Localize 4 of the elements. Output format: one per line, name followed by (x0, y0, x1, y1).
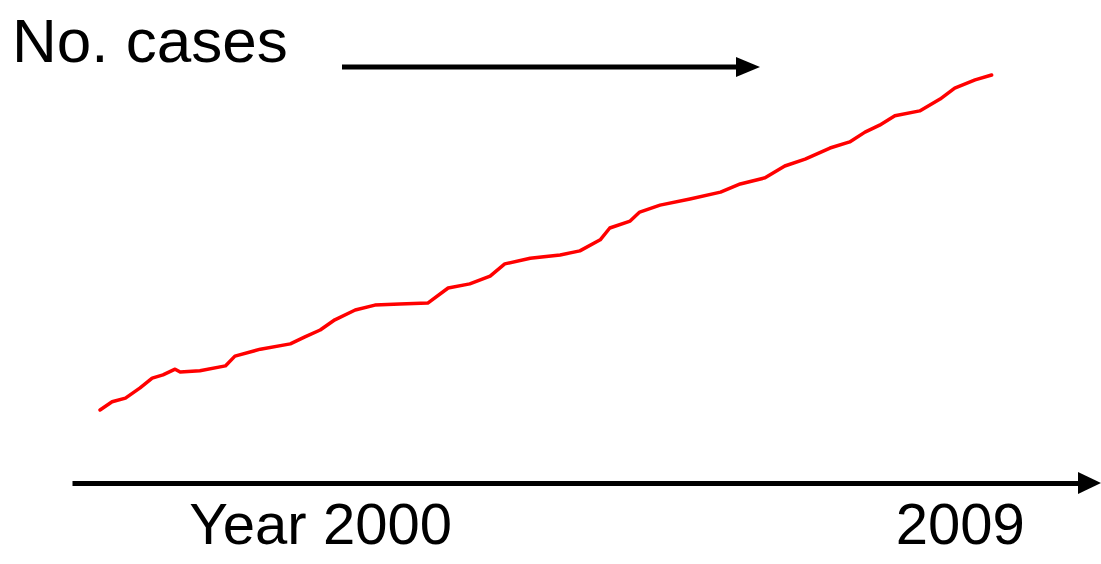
x-tick-label: 2000 (323, 491, 453, 557)
y-axis-title: No. cases (12, 6, 288, 75)
x-axis-title: Year (189, 491, 307, 557)
x-tick-label: 2009 (895, 491, 1025, 557)
